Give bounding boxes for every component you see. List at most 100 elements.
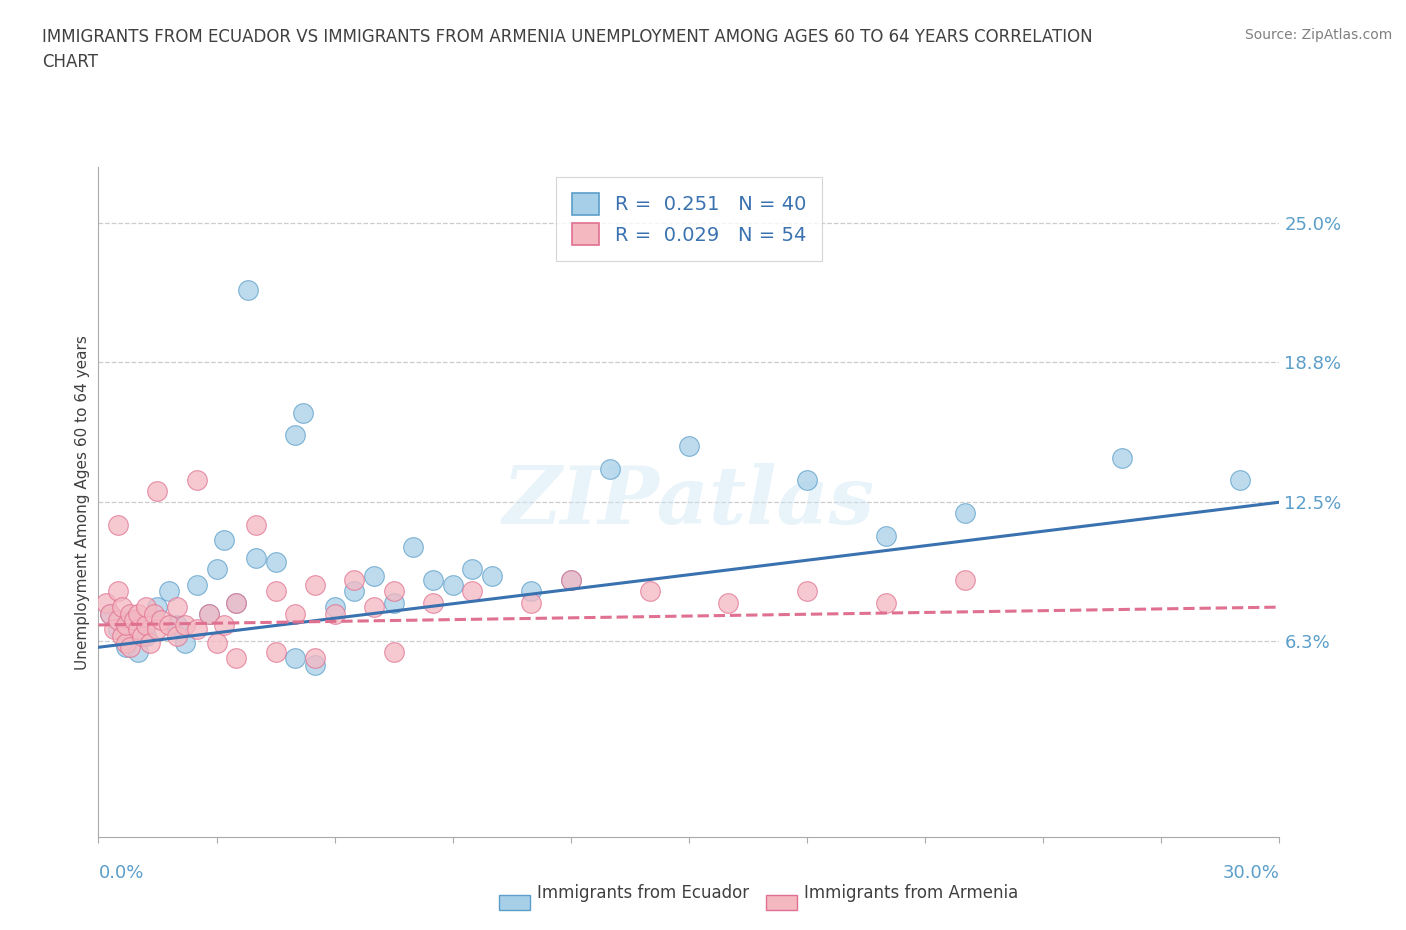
Text: Immigrants from Ecuador: Immigrants from Ecuador	[537, 884, 749, 902]
Point	[166, 618, 188, 632]
Point	[157, 618, 180, 632]
Text: 30.0%: 30.0%	[1223, 864, 1279, 882]
Point	[560, 573, 582, 588]
Text: 0.0%: 0.0%	[98, 864, 143, 882]
Point	[953, 573, 976, 588]
Point	[98, 606, 121, 621]
Point	[1111, 450, 1133, 465]
Point	[264, 644, 287, 659]
Text: Immigrants from Armenia: Immigrants from Armenia	[804, 884, 1018, 902]
Point	[343, 573, 366, 588]
Point	[304, 651, 326, 666]
Point	[186, 622, 208, 637]
Point	[135, 618, 157, 632]
Point	[323, 606, 346, 621]
Point	[111, 629, 134, 644]
Point	[174, 635, 197, 650]
Point	[157, 584, 180, 599]
Point	[214, 533, 236, 548]
Point	[127, 606, 149, 621]
Point	[284, 651, 307, 666]
Point	[323, 600, 346, 615]
Point	[122, 613, 145, 628]
Point	[135, 629, 157, 644]
Point	[638, 584, 661, 599]
Point	[127, 622, 149, 637]
Point	[284, 606, 307, 621]
Point	[1229, 472, 1251, 487]
Point	[245, 517, 267, 532]
Point	[382, 644, 405, 659]
Legend: R =  0.251   N = 40, R =  0.029   N = 54: R = 0.251 N = 40, R = 0.029 N = 54	[557, 177, 821, 261]
Point	[225, 595, 247, 610]
Point	[875, 595, 897, 610]
Point	[292, 405, 315, 420]
Point	[205, 635, 228, 650]
Point	[166, 629, 188, 644]
Point	[138, 635, 160, 650]
Point	[115, 618, 138, 632]
Point	[146, 622, 169, 637]
Text: Source: ZipAtlas.com: Source: ZipAtlas.com	[1244, 28, 1392, 42]
Point	[98, 606, 121, 621]
Point	[103, 622, 125, 637]
Point	[343, 584, 366, 599]
Point	[461, 584, 484, 599]
Point	[135, 600, 157, 615]
Point	[441, 578, 464, 592]
Point	[422, 595, 444, 610]
Point	[166, 600, 188, 615]
Point	[481, 568, 503, 583]
Point	[382, 584, 405, 599]
Point	[560, 573, 582, 588]
Point	[402, 539, 425, 554]
Point	[796, 584, 818, 599]
Point	[197, 606, 219, 621]
Point	[115, 640, 138, 655]
Point	[118, 613, 141, 628]
Point	[107, 622, 129, 637]
Point	[186, 578, 208, 592]
Text: ZIPatlas: ZIPatlas	[503, 463, 875, 541]
Point	[520, 584, 543, 599]
Point	[150, 613, 173, 628]
Point	[142, 606, 165, 621]
Text: IMMIGRANTS FROM ECUADOR VS IMMIGRANTS FROM ARMENIA UNEMPLOYMENT AMONG AGES 60 TO: IMMIGRANTS FROM ECUADOR VS IMMIGRANTS FR…	[42, 28, 1092, 71]
Point	[422, 573, 444, 588]
Point	[717, 595, 740, 610]
Point	[107, 584, 129, 599]
Y-axis label: Unemployment Among Ages 60 to 64 years: Unemployment Among Ages 60 to 64 years	[75, 335, 90, 670]
Point	[146, 600, 169, 615]
Point	[197, 606, 219, 621]
Point	[174, 618, 197, 632]
Point	[225, 651, 247, 666]
Point	[264, 584, 287, 599]
Point	[205, 562, 228, 577]
Point	[875, 528, 897, 543]
Point	[363, 568, 385, 583]
Point	[678, 439, 700, 454]
Point	[304, 658, 326, 672]
Point	[382, 595, 405, 610]
Point	[236, 283, 259, 298]
Point	[118, 640, 141, 655]
Point	[264, 555, 287, 570]
Point	[186, 472, 208, 487]
Point	[115, 635, 138, 650]
Point	[599, 461, 621, 476]
Point	[363, 600, 385, 615]
Point	[107, 517, 129, 532]
Point	[146, 484, 169, 498]
Point	[225, 595, 247, 610]
Point	[461, 562, 484, 577]
Point	[304, 578, 326, 592]
Point	[284, 428, 307, 443]
Point	[118, 606, 141, 621]
Point	[107, 613, 129, 628]
Point	[96, 595, 118, 610]
Point	[245, 551, 267, 565]
Point	[111, 600, 134, 615]
Point	[520, 595, 543, 610]
Point	[953, 506, 976, 521]
Point	[131, 629, 153, 644]
